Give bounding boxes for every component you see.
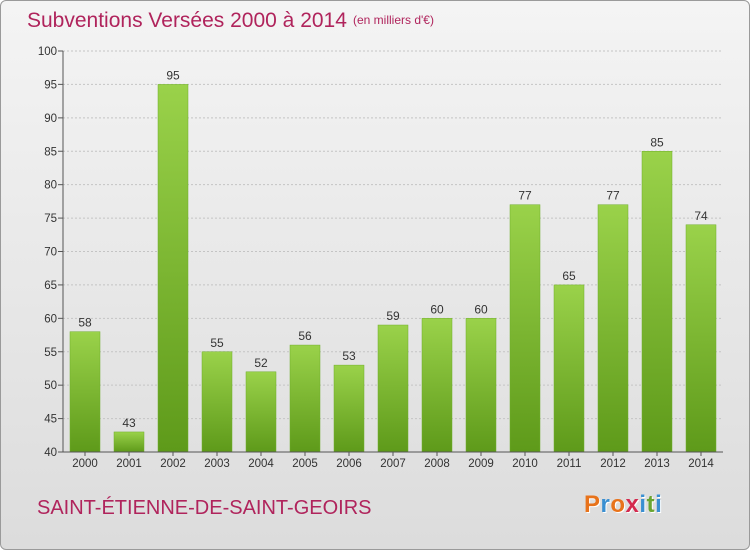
logo-letter: P — [584, 491, 601, 518]
logo-letter: o — [610, 491, 626, 518]
logo-letter: t — [646, 491, 656, 518]
bar-value-label: 52 — [254, 356, 268, 370]
x-tick-label: 2008 — [424, 458, 450, 470]
x-tick-label: 2007 — [380, 458, 406, 470]
bar — [377, 324, 409, 453]
bar-value-label: 60 — [474, 302, 488, 316]
y-tick-label: 90 — [44, 113, 57, 125]
y-tick-label: 80 — [44, 180, 57, 192]
commune-name: SAINT-ÉTIENNE-DE-SAINT-GEOIRS — [37, 497, 372, 519]
x-tick-label: 2005 — [292, 458, 318, 470]
bar-value-label: 43 — [122, 416, 136, 430]
bar — [245, 371, 277, 453]
x-tick-label: 2006 — [336, 458, 362, 470]
y-tick-label: 55 — [44, 347, 57, 359]
chart-title: Subventions Versées 2000 à 2014 — [27, 9, 347, 32]
x-tick-label: 2001 — [116, 458, 142, 470]
y-tick-label: 95 — [44, 79, 57, 91]
bar — [289, 344, 321, 453]
bar — [465, 318, 497, 453]
bar — [157, 84, 189, 453]
bar-value-label: 58 — [78, 316, 92, 330]
x-tick-label: 2010 — [512, 458, 538, 470]
logo-letter: r — [600, 491, 611, 518]
bar-value-label: 56 — [298, 329, 312, 343]
bar-value-label: 85 — [650, 135, 664, 149]
y-tick-label: 65 — [44, 280, 57, 292]
y-tick-label: 75 — [44, 213, 57, 225]
x-tick-label: 2004 — [248, 458, 274, 470]
x-tick-label: 2003 — [204, 458, 230, 470]
x-tick-label: 2000 — [72, 458, 98, 470]
y-tick-label: 40 — [44, 447, 57, 459]
x-tick-label: 2013 — [644, 458, 670, 470]
y-tick-label: 60 — [44, 313, 57, 325]
bar — [641, 151, 673, 453]
bar-value-label: 60 — [430, 302, 444, 316]
y-tick-label: 45 — [44, 414, 57, 426]
bar — [597, 204, 629, 453]
bar-value-label: 95 — [166, 68, 180, 82]
y-tick-label: 100 — [38, 46, 57, 58]
bar — [685, 224, 717, 453]
x-tick-label: 2011 — [557, 458, 582, 470]
logo-letter: i — [655, 491, 663, 518]
bar — [201, 351, 233, 453]
x-tick-label: 2014 — [688, 458, 714, 470]
proxiti-logo: Proxiti — [584, 491, 662, 519]
bar — [421, 318, 453, 453]
x-tick-label: 2012 — [600, 458, 626, 470]
bar — [69, 331, 101, 453]
bar-value-label: 65 — [562, 269, 576, 283]
bar — [553, 284, 585, 453]
bar-value-label: 53 — [342, 349, 356, 363]
logo-letter: i — [639, 491, 647, 518]
bar-value-label: 77 — [606, 189, 620, 203]
bar — [509, 204, 541, 453]
y-tick-label: 50 — [44, 380, 57, 392]
bar — [333, 364, 365, 453]
x-tick-label: 2002 — [160, 458, 186, 470]
bar-value-label: 77 — [518, 189, 532, 203]
bar-value-label: 74 — [694, 209, 708, 223]
x-tick-label: 2009 — [468, 458, 494, 470]
bar — [113, 431, 145, 453]
y-tick-label: 85 — [44, 146, 57, 158]
bar-value-label: 55 — [210, 336, 224, 350]
y-tick-label: 70 — [44, 247, 57, 259]
logo-letter: x — [625, 491, 640, 518]
chart-unit: (en milliers d'€) — [353, 13, 434, 27]
bar-value-label: 59 — [386, 309, 400, 323]
